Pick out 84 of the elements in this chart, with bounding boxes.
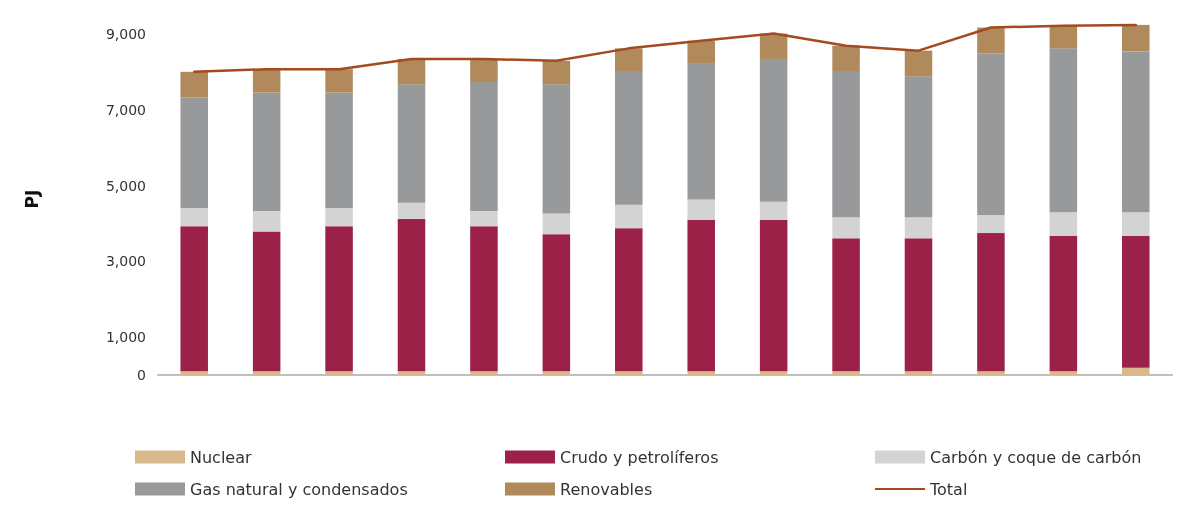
bar <box>325 226 353 372</box>
bar <box>1122 24 1150 52</box>
bar <box>1122 51 1150 213</box>
bar <box>1122 212 1150 236</box>
bar <box>1122 367 1150 375</box>
bar <box>1049 235 1078 372</box>
bar <box>542 84 571 214</box>
y-tick-label: 9,000 <box>105 26 146 43</box>
legend-label: Renovables <box>560 479 653 499</box>
bar <box>252 211 281 232</box>
bar <box>615 71 643 205</box>
bar <box>470 58 498 83</box>
bar <box>542 234 571 372</box>
bar <box>615 204 643 229</box>
bar <box>325 371 353 375</box>
bar <box>325 92 353 209</box>
bar <box>180 226 208 372</box>
bar <box>759 371 788 375</box>
bar <box>687 199 715 220</box>
bar <box>977 233 1005 372</box>
bar <box>1122 235 1150 368</box>
bar <box>252 371 281 375</box>
bar <box>1049 212 1078 236</box>
bar <box>397 371 426 375</box>
bar <box>252 231 281 372</box>
bar <box>397 202 426 220</box>
bar <box>904 238 933 372</box>
bar <box>832 45 860 72</box>
legend-label: Total <box>929 479 968 499</box>
bar <box>687 63 715 200</box>
legend-label: Crudo y petrolíferos <box>560 447 719 467</box>
y-tick-label: 7,000 <box>105 102 146 119</box>
bar <box>397 58 426 85</box>
bar <box>832 371 860 375</box>
bar <box>832 238 860 372</box>
bar <box>687 219 715 372</box>
bar <box>180 208 208 227</box>
line-series <box>192 23 1138 74</box>
bar <box>759 219 788 372</box>
bar <box>180 371 208 375</box>
bar <box>615 371 643 375</box>
bar <box>325 208 353 227</box>
bar <box>470 82 498 212</box>
bar <box>470 371 498 375</box>
bar <box>759 58 788 202</box>
bar <box>687 40 715 64</box>
bar <box>687 371 715 375</box>
y-axis-title: PJ <box>21 189 42 209</box>
bar <box>759 201 788 220</box>
bar <box>397 84 426 203</box>
bar <box>904 371 933 375</box>
bar <box>542 60 571 85</box>
bar <box>180 97 208 209</box>
bar <box>904 76 933 218</box>
bar <box>977 27 1005 54</box>
bar <box>180 71 208 98</box>
bar <box>759 33 788 59</box>
bar <box>542 371 571 375</box>
bar <box>615 228 643 372</box>
y-tick-label: 0 <box>137 367 146 383</box>
bar <box>470 226 498 372</box>
bar <box>1049 25 1078 49</box>
bar <box>397 219 426 372</box>
bar <box>615 48 643 72</box>
bar <box>904 217 933 239</box>
bar <box>325 69 353 93</box>
bar <box>832 217 860 239</box>
bar <box>470 211 498 227</box>
legend-label: Carbón y coque de carbón <box>930 447 1142 467</box>
bar <box>1049 371 1078 375</box>
bar <box>252 92 281 212</box>
y-tick-label: 5,000 <box>105 177 146 194</box>
bar <box>904 50 933 77</box>
bar <box>977 371 1005 375</box>
bar <box>252 69 281 93</box>
legend-label: Nuclear <box>190 447 252 467</box>
bar <box>977 53 1005 215</box>
legend-label: Gas natural y condensados <box>190 479 408 499</box>
y-tick-label: 1,000 <box>105 329 146 346</box>
bar <box>977 214 1005 234</box>
bar <box>1049 48 1078 213</box>
y-tick-label: 3,000 <box>105 253 146 270</box>
bar <box>542 213 571 235</box>
bar <box>832 71 860 218</box>
